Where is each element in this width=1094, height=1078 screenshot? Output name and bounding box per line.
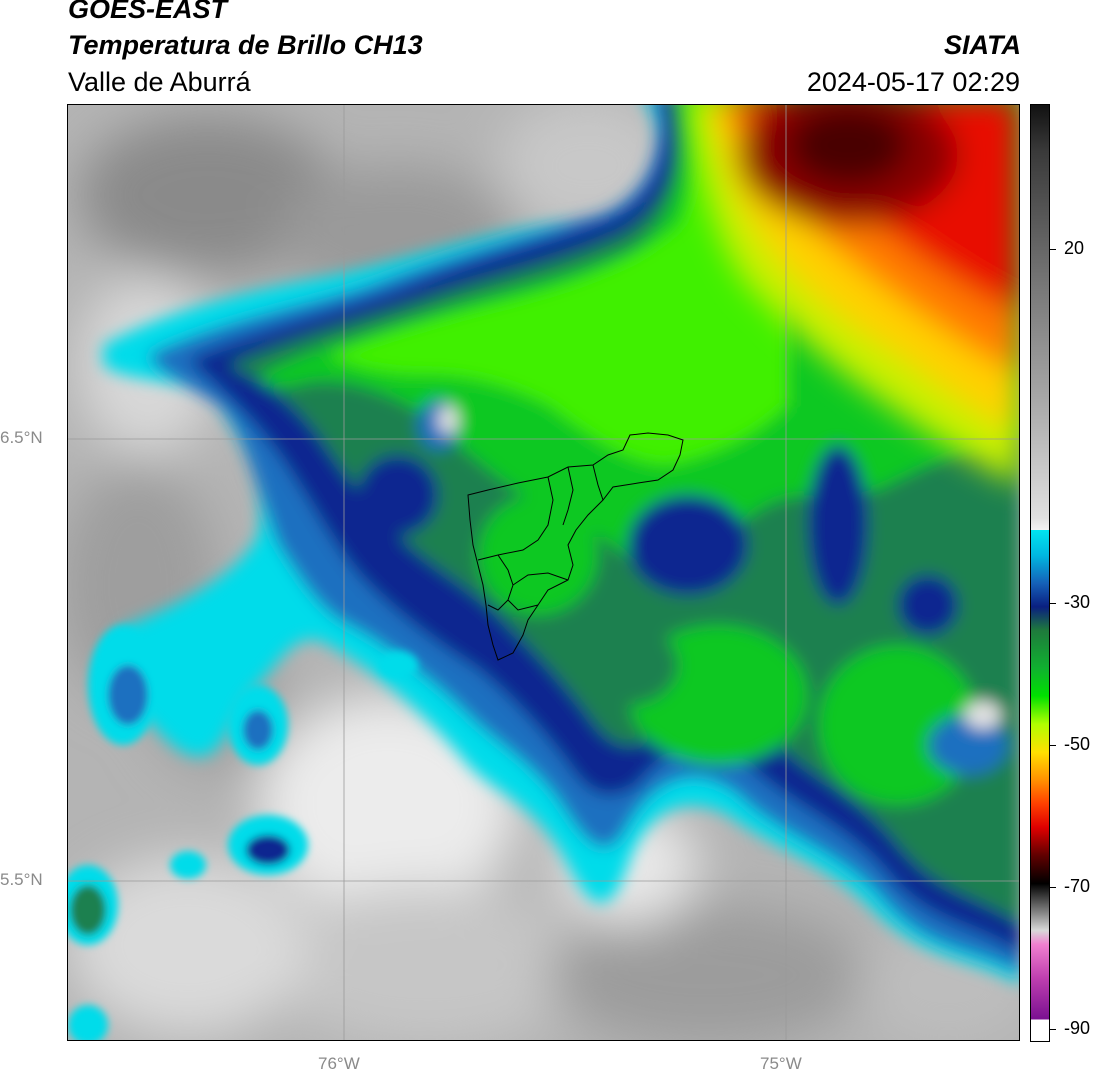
colorbar-tick-20 — [1050, 249, 1056, 250]
boundary-internal-2 — [562, 466, 574, 526]
municipal-boundaries — [467, 432, 684, 661]
product-title: Temperatura de Brillo CH13 — [68, 30, 423, 60]
temperature-colorbar — [1030, 104, 1050, 1042]
boundary-internal-3 — [592, 464, 604, 501]
map-panel[interactable] — [67, 104, 1020, 1041]
colorbar-gradient — [1031, 105, 1049, 1041]
colorbar-label-neg70: -70 — [1064, 876, 1091, 896]
region-label: Valle de Aburrá — [68, 67, 251, 97]
warm-region — [689, 105, 1019, 485]
brightness-temperature-map — [68, 105, 1019, 1040]
lat-label-5-5N: 5.5°N — [0, 870, 43, 889]
colorbar-tick-neg30 — [1050, 603, 1056, 604]
colorbar-label-neg30: -30 — [1064, 592, 1091, 612]
graticule — [68, 105, 1019, 1040]
satellite-title: GOES-EAST — [68, 0, 228, 24]
boundary-internal-5 — [487, 599, 509, 611]
boundary-internal-6 — [512, 572, 569, 586]
colorbar-tick-neg50 — [1050, 745, 1056, 746]
lon-label-75W: 75°W — [760, 1054, 802, 1073]
lon-label-76W: 76°W — [318, 1054, 360, 1073]
colorbar-tick-neg90 — [1050, 1029, 1056, 1030]
organization-label: SIATA — [944, 30, 1021, 60]
boundary-internal-4 — [497, 554, 539, 611]
boundary-outline — [467, 432, 684, 661]
colorbar-label-neg50: -50 — [1064, 734, 1091, 754]
scattered-cells — [68, 625, 418, 1040]
timestamp-label: 2024-05-17 02:29 — [806, 67, 1020, 97]
colorbar-tick-neg70 — [1050, 887, 1056, 888]
colorbar-label-20: 20 — [1064, 238, 1085, 258]
lat-label-6-5N: 6.5°N — [0, 428, 43, 447]
colorbar-label-neg90: -90 — [1064, 1018, 1091, 1038]
